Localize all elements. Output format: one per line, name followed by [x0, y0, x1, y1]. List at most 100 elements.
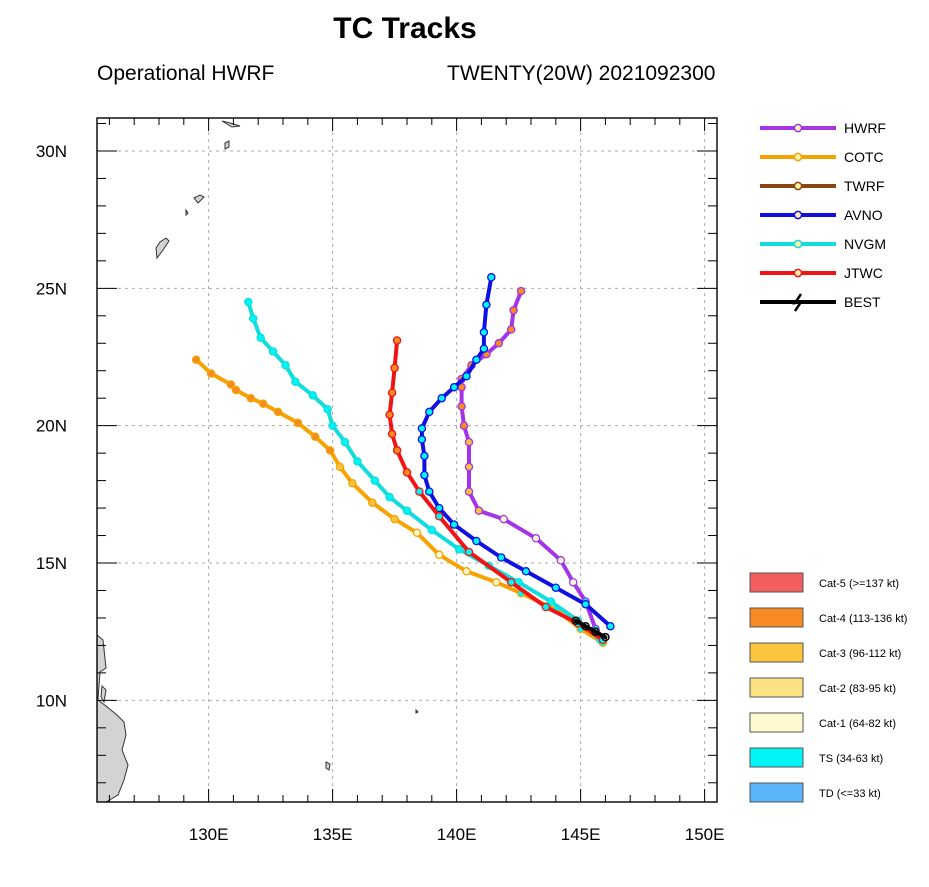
best-track-symbol: [571, 616, 580, 625]
track-point-cotc: [412, 528, 422, 538]
y-tick-label: 30N: [36, 142, 67, 161]
island: [325, 761, 331, 771]
axis-ticks: [97, 118, 717, 802]
track-point-hwrf: [464, 462, 474, 472]
track-point-avno: [462, 371, 471, 381]
best-track-symbol: [601, 632, 610, 642]
track-point-jtwc: [402, 468, 412, 477]
track-point-hwrf: [464, 487, 474, 496]
track-point-cotc: [390, 514, 399, 524]
chart-title: TC Tracks: [333, 12, 477, 45]
track-point-cotc: [335, 462, 345, 472]
intensity-label: Cat-4 (113-136 kt): [819, 613, 907, 625]
track-point-cotc: [462, 567, 471, 576]
track-point-hwrf: [568, 577, 578, 587]
intensity-swatch: [749, 677, 804, 698]
intensity-label: Cat-1 (64-82 kt): [819, 718, 896, 730]
legend-marker-hwrf: [793, 123, 803, 133]
track-point-nvgm: [323, 404, 332, 414]
track-point-avno: [449, 520, 459, 529]
legend-label-nvgm: NVGM: [844, 236, 886, 252]
track-point-avno: [551, 583, 561, 592]
island: [155, 237, 170, 260]
track-point-avno: [487, 273, 496, 282]
plot-frame: [96, 117, 718, 803]
track-point-avno: [521, 567, 531, 576]
island: [193, 194, 205, 204]
island: [185, 208, 189, 217]
intensity-swatch: [749, 782, 804, 803]
track-point-cotc: [191, 355, 201, 364]
track-point-avno: [417, 435, 427, 444]
axis-tick-labels: 130E 135E 140E 145E 150E 10N 15N 20N 25N 30N: [36, 142, 725, 844]
track-point-jtwc: [387, 429, 397, 439]
track-point-nvgm: [281, 360, 290, 370]
land-masses: [97, 120, 419, 802]
y-tick-label: 15N: [36, 554, 67, 573]
y-tick-label: 20N: [36, 417, 67, 436]
track-point-avno: [472, 355, 481, 364]
track-point-avno: [425, 487, 434, 496]
island: [224, 140, 230, 150]
track-point-jtwc: [392, 446, 402, 455]
track-point-nvgm: [385, 492, 394, 502]
track-point-avno: [479, 344, 489, 353]
gridlines: [97, 118, 717, 802]
track-point-cotc: [206, 369, 216, 378]
track-point-avno: [479, 328, 489, 337]
best-track-symbol: [581, 621, 590, 631]
legend-label-jtwc: JTWC: [844, 265, 883, 281]
track-point-hwrf: [459, 421, 469, 430]
track-point-nvgm: [546, 597, 556, 606]
track-point-hwrf: [464, 437, 474, 447]
track-point-jtwc: [387, 388, 397, 397]
legend-label-hwrf: HWRF: [844, 120, 886, 136]
storm-tracks: [191, 273, 615, 647]
x-tick-label: 150E: [685, 825, 725, 844]
intensity-label: Cat-2 (83-95 kt): [819, 683, 896, 695]
track-point-cotc: [492, 577, 501, 587]
x-tick-label: 130E: [189, 825, 229, 844]
track-point-avno: [434, 503, 444, 513]
track-point-jtwc: [506, 577, 516, 587]
track-point-avno: [606, 621, 615, 631]
x-tick-label: 145E: [561, 825, 601, 844]
track-point-cotc: [258, 399, 268, 408]
philippines-landmass: [97, 634, 129, 802]
track-point-cotc: [231, 385, 241, 395]
intensity-label: Cat-3 (96-112 kt): [819, 648, 901, 660]
legend-marker-cotc: [793, 152, 803, 162]
legend-marker-jtwc: [793, 268, 803, 278]
track-point-nvgm: [402, 506, 412, 516]
track-point-nvgm: [244, 297, 253, 307]
track-point-cotc: [246, 393, 256, 403]
track-point-avno: [420, 470, 429, 480]
intensity-swatch: [749, 712, 804, 733]
track-point-hwrf: [509, 306, 518, 315]
intensity-swatch: [749, 747, 804, 768]
island: [415, 708, 419, 714]
intensity-label: TD (<=33 kt): [819, 788, 881, 800]
track-point-hwrf: [457, 402, 466, 411]
track-point-jtwc: [392, 336, 402, 345]
track-point-nvgm: [454, 545, 464, 554]
intensity-swatch: [749, 607, 804, 628]
intensity-legend: Cat-5 (>=137 kt) Cat-4 (113-136 kt) Cat-3 …: [749, 572, 907, 803]
intensity-label: Cat-5 (>=137 kt): [819, 578, 899, 590]
track-point-jtwc: [415, 487, 424, 496]
track-point-avno: [420, 451, 429, 461]
legend-label-cotc: COTC: [844, 149, 884, 165]
track-point-hwrf: [531, 534, 541, 543]
legend-marker-twrf: [793, 181, 803, 191]
intensity-swatch: [749, 572, 804, 593]
track-point-hwrf: [516, 286, 526, 296]
track-point-nvgm: [248, 314, 258, 323]
track-point-hwrf: [494, 339, 504, 348]
x-tick-label: 135E: [313, 825, 353, 844]
track-avno: [419, 275, 613, 629]
track-point-jtwc: [385, 410, 394, 419]
storm-subtitle: TWENTY(20W) 2021092300: [447, 62, 716, 85]
track-point-hwrf: [474, 506, 484, 516]
legend-marker-nvgm: [793, 239, 803, 249]
